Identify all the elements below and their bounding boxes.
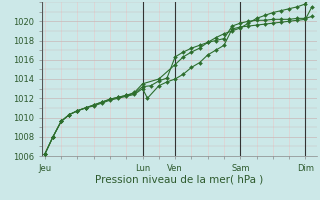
- X-axis label: Pression niveau de la mer( hPa ): Pression niveau de la mer( hPa ): [95, 174, 263, 184]
